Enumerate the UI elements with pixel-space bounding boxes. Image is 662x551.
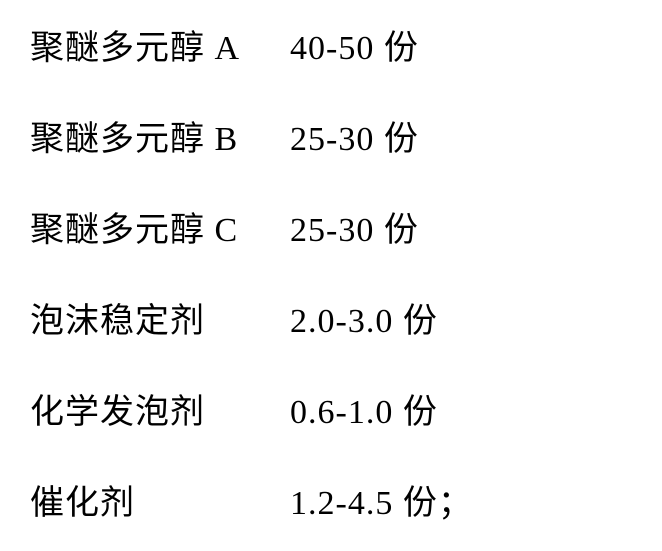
ingredient-value: 25-30 份 xyxy=(290,111,419,160)
table-row: 催化剂 1.2-4.5 份 ； xyxy=(30,475,632,524)
row-suffix: ； xyxy=(438,475,472,524)
ingredient-label: 聚醚多元醇 C xyxy=(30,202,290,251)
table-row: 聚醚多元醇 A 40-50 份 xyxy=(30,20,632,69)
ingredient-value: 25-30 份 xyxy=(290,202,419,251)
ingredient-label: 化学发泡剂 xyxy=(30,384,290,433)
table-row: 化学发泡剂 0.6-1.0 份 xyxy=(30,384,632,433)
ingredient-value: 0.6-1.0 份 xyxy=(290,384,438,433)
ingredient-value: 1.2-4.5 份 xyxy=(290,475,438,524)
ingredient-value: 40-50 份 xyxy=(290,20,419,69)
ingredient-label: 聚醚多元醇 A xyxy=(30,20,290,69)
ingredient-value: 2.0-3.0 份 xyxy=(290,293,438,342)
table-row: 聚醚多元醇 C 25-30 份 xyxy=(30,202,632,251)
ingredient-table: 聚醚多元醇 A 40-50 份 聚醚多元醇 B 25-30 份 聚醚多元醇 C … xyxy=(30,20,632,524)
table-row: 泡沫稳定剂 2.0-3.0 份 xyxy=(30,293,632,342)
table-row: 聚醚多元醇 B 25-30 份 xyxy=(30,111,632,160)
ingredient-label: 泡沫稳定剂 xyxy=(30,293,290,342)
ingredient-label: 催化剂 xyxy=(30,475,290,524)
ingredient-label: 聚醚多元醇 B xyxy=(30,111,290,160)
